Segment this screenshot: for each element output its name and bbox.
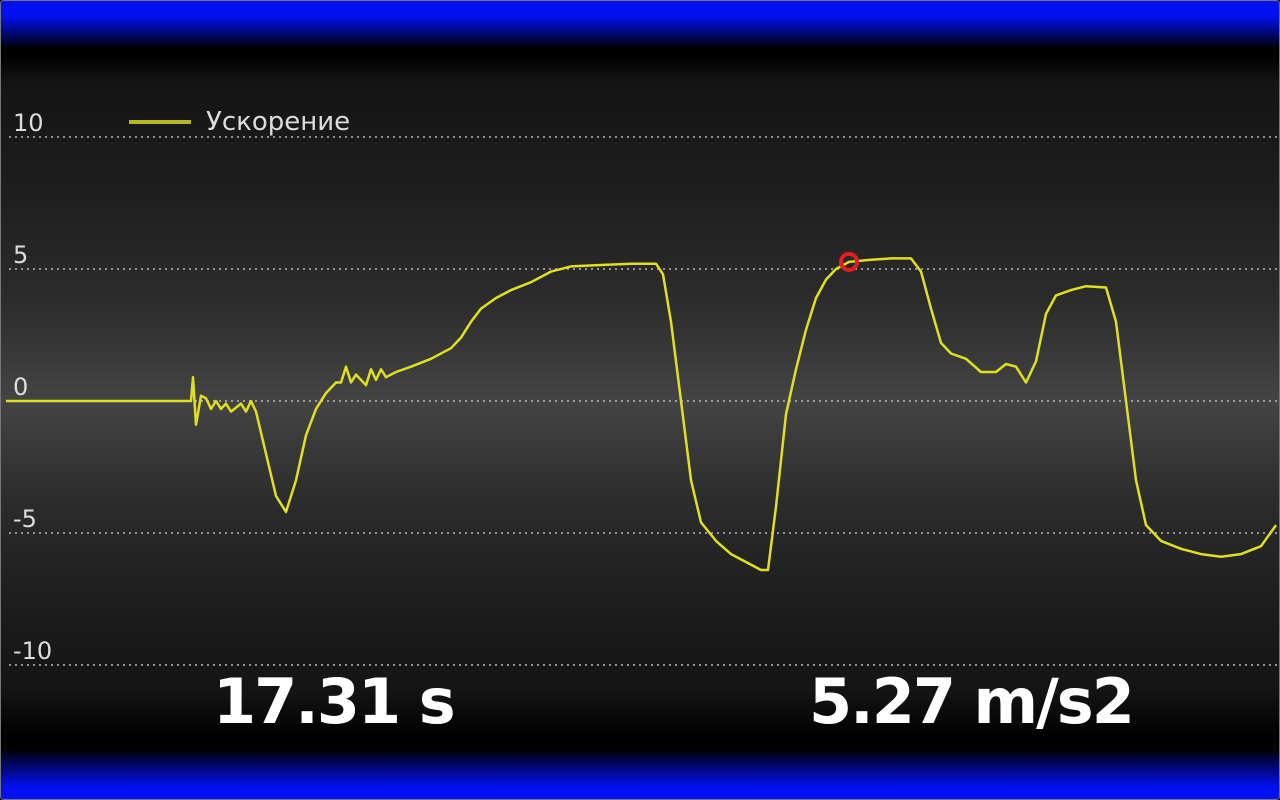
cursor-marker[interactable] <box>839 251 859 272</box>
value-readout: 5.27 m/s2 <box>809 665 1135 738</box>
bottom-bar <box>1 749 1279 799</box>
legend: Ускорение <box>129 107 350 137</box>
time-readout: 17.31 s <box>213 665 456 738</box>
y-tick-label: 0 <box>13 373 28 401</box>
y-tick-label: -5 <box>13 505 37 533</box>
legend-label: Ускорение <box>206 107 350 137</box>
y-tick-label: 10 <box>13 109 44 137</box>
top-bar <box>1 1 1279 49</box>
y-tick-label: -10 <box>13 637 52 665</box>
y-tick-label: 5 <box>13 241 28 269</box>
series-line <box>6 257 1278 572</box>
